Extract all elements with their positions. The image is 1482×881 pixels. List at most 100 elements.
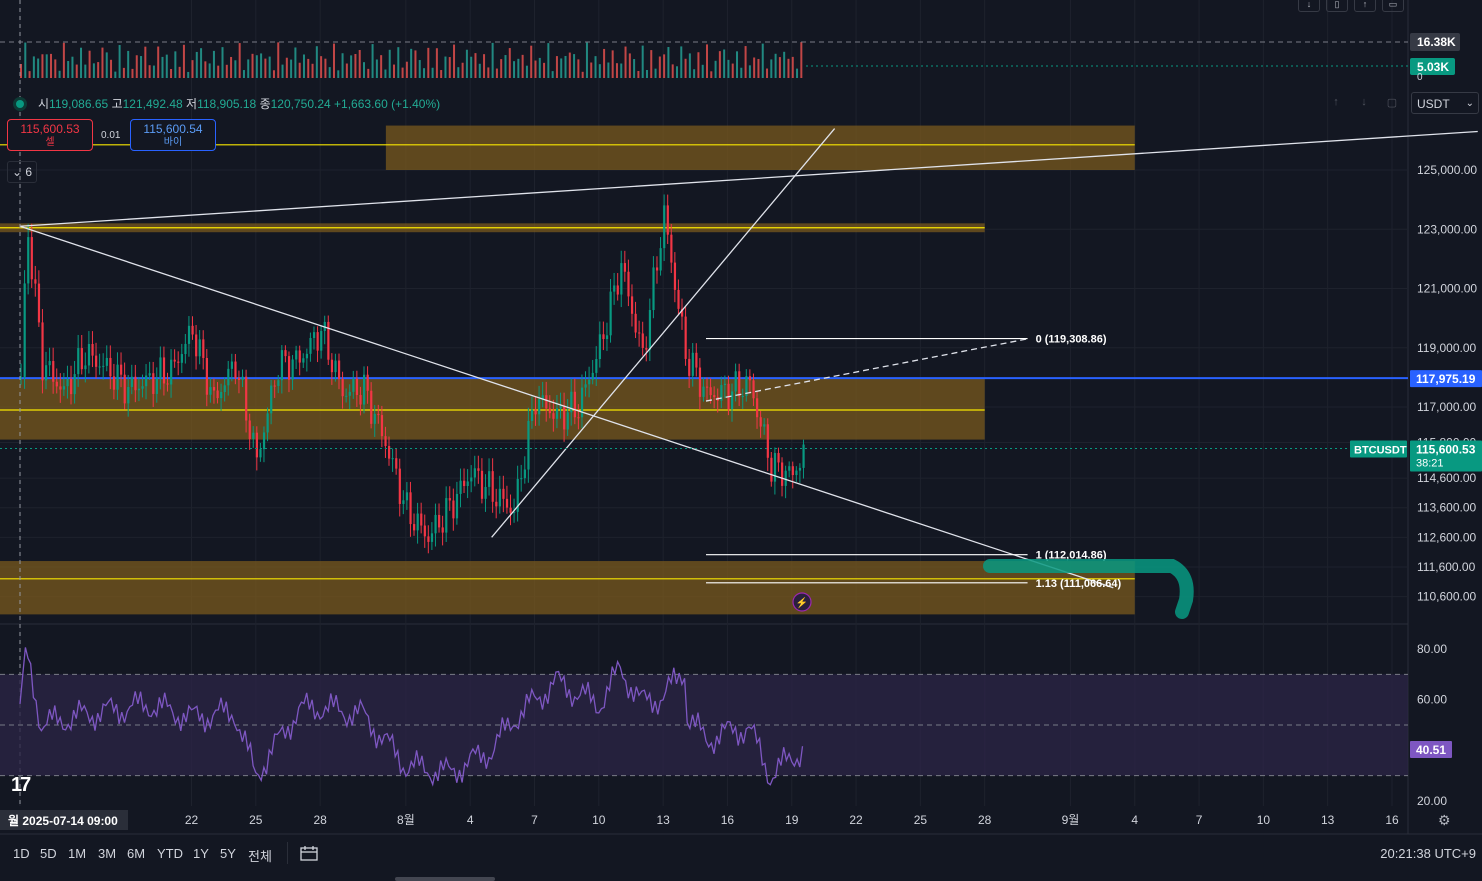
pane-maximize-icon[interactable]: ▢ bbox=[1386, 97, 1398, 109]
currency-select[interactable]: USDT ⌄ bbox=[1411, 92, 1479, 114]
volume-bar bbox=[358, 49, 361, 78]
candle bbox=[216, 390, 219, 399]
volume-bar bbox=[28, 71, 31, 78]
volume-bar bbox=[744, 46, 747, 78]
candle bbox=[416, 513, 419, 531]
volume-bar bbox=[525, 65, 528, 78]
go-to-date-calendar-icon[interactable] bbox=[300, 845, 318, 861]
volume-bar bbox=[783, 51, 786, 78]
candle bbox=[209, 387, 212, 395]
volume-bar bbox=[281, 64, 284, 78]
horizontal-scrollbar[interactable] bbox=[395, 877, 495, 881]
range-6m[interactable]: 6M bbox=[127, 846, 146, 861]
sell-button[interactable]: 115,600.53 셀 bbox=[7, 119, 93, 151]
candle bbox=[77, 348, 80, 375]
volume-bar bbox=[80, 47, 83, 78]
candle bbox=[148, 373, 151, 376]
maximize-icon[interactable]: ▭ bbox=[1382, 0, 1404, 12]
time-tick-label: 28 bbox=[313, 813, 327, 827]
candle bbox=[252, 432, 255, 440]
candle bbox=[763, 424, 766, 427]
price-tick-label: 123,000.00 bbox=[1417, 222, 1477, 236]
range-3m[interactable]: 3M bbox=[98, 846, 117, 861]
volume-current-badge bbox=[1410, 58, 1455, 75]
volume-bar bbox=[418, 60, 421, 78]
target-arrow bbox=[983, 559, 1194, 619]
candle bbox=[70, 378, 73, 395]
volume-bar bbox=[152, 65, 155, 78]
support-resistance-zone bbox=[0, 378, 985, 440]
candle bbox=[52, 361, 55, 382]
volume-bar bbox=[45, 54, 48, 78]
volume-zero-label: 0 bbox=[1417, 72, 1423, 83]
candle bbox=[116, 364, 119, 390]
candle bbox=[802, 444, 805, 468]
range-1m[interactable]: 1M bbox=[68, 846, 87, 861]
range-all[interactable]: 전체 bbox=[248, 849, 272, 864]
volume-bar bbox=[217, 65, 220, 78]
volume-bar bbox=[144, 46, 147, 78]
range-1d[interactable]: 1D bbox=[13, 846, 30, 861]
volume-bar bbox=[401, 67, 404, 78]
volume-bar bbox=[675, 66, 678, 78]
volume-bar bbox=[423, 68, 426, 78]
volume-bar bbox=[727, 59, 730, 78]
clock: 20:21:38 UTC+9 bbox=[1380, 846, 1476, 861]
volume-bar bbox=[268, 56, 271, 78]
volume-bar bbox=[624, 46, 627, 78]
candle bbox=[391, 458, 394, 460]
range-1y[interactable]: 1Y bbox=[193, 846, 209, 861]
low-value: 118,905.18 bbox=[197, 97, 257, 111]
volume-bar bbox=[448, 57, 451, 78]
descending-trendline bbox=[19, 225, 1114, 589]
volume-bar bbox=[560, 58, 563, 78]
volume-bar bbox=[457, 67, 460, 78]
range-5y[interactable]: 5Y bbox=[220, 846, 236, 861]
volume-bar bbox=[748, 65, 751, 78]
candle bbox=[766, 424, 769, 458]
candle bbox=[309, 337, 312, 354]
indicator-collapse-button[interactable]: ⌄ 6 bbox=[7, 161, 37, 183]
volume-bar bbox=[701, 64, 704, 78]
candle bbox=[37, 283, 41, 323]
buy-button[interactable]: 115,600.54 바이 bbox=[130, 119, 216, 151]
market-status-icon bbox=[16, 100, 24, 108]
open-label: 시 bbox=[38, 97, 50, 111]
delete-icon[interactable]: ▯ bbox=[1326, 0, 1348, 12]
volume-bar bbox=[97, 62, 100, 78]
volume-bar bbox=[607, 62, 610, 78]
move-up-icon[interactable]: ↑ bbox=[1354, 0, 1376, 12]
volume-bar bbox=[294, 47, 297, 78]
candle bbox=[280, 350, 284, 381]
candle bbox=[620, 263, 623, 295]
move-down-icon[interactable]: ↓ bbox=[1298, 0, 1320, 12]
volume-bar bbox=[598, 64, 601, 78]
volume-bar bbox=[50, 53, 53, 78]
range-ytd[interactable]: YTD bbox=[157, 846, 183, 861]
candle bbox=[448, 498, 451, 501]
candle bbox=[505, 498, 509, 508]
volume-bar bbox=[637, 70, 640, 78]
range-5d[interactable]: 5D bbox=[40, 846, 57, 861]
volume-bar bbox=[461, 62, 464, 78]
settings-gear-icon[interactable]: ⚙ bbox=[1438, 812, 1451, 828]
pane-down-icon[interactable]: ↓ bbox=[1361, 96, 1367, 108]
candle bbox=[95, 355, 98, 367]
candle bbox=[420, 513, 423, 526]
candle bbox=[538, 399, 541, 415]
candle bbox=[98, 366, 101, 368]
volume-bar bbox=[110, 59, 113, 78]
pane-up-icon[interactable]: ↑ bbox=[1333, 96, 1339, 108]
candle bbox=[459, 480, 462, 494]
volume-bar bbox=[298, 62, 301, 78]
volume-bar bbox=[427, 47, 430, 78]
candle bbox=[434, 514, 437, 534]
volume-bar bbox=[628, 53, 631, 78]
candle bbox=[781, 462, 784, 486]
candle bbox=[430, 533, 434, 542]
volume-bar bbox=[182, 44, 185, 78]
candle bbox=[395, 458, 398, 469]
candle bbox=[262, 432, 266, 450]
bottom-toolbar: 1D 5D 1M 3M 6M YTD 1Y 5Y 전체 20:21:38 UTC… bbox=[0, 838, 1482, 870]
